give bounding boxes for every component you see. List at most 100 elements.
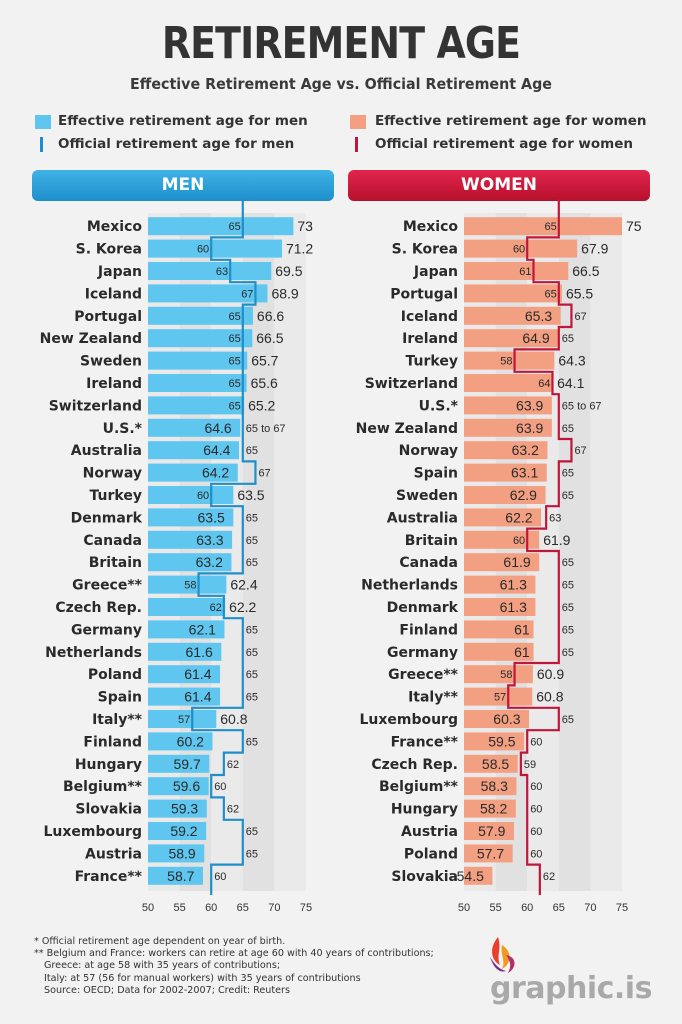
men-category-label: Italy** (92, 712, 143, 728)
women-official-value: 65 (562, 580, 574, 592)
women-effective-value: 58.2 (480, 801, 507, 817)
men-category-label: Netherlands (45, 645, 142, 661)
men-effective-value: 65.6 (251, 375, 278, 391)
men-bar (148, 441, 240, 460)
women-band (590, 213, 622, 891)
women-bar (464, 822, 514, 840)
men-effective-value: 62.2 (229, 599, 256, 615)
women-effective-value: 62.9 (510, 487, 537, 503)
men-official-value: 57 (178, 714, 190, 726)
footnote-3: Greece: at age 58 with 35 years of contr… (44, 960, 281, 972)
women-category-label: Britain (405, 533, 458, 549)
women-official-value: 60 (513, 244, 525, 256)
legend-women-official: Official retirement age for women (375, 136, 634, 152)
men-category-label: Iceland (85, 286, 142, 302)
men-official-value: 62 (227, 804, 239, 816)
men-bar (148, 351, 248, 370)
women-bar (464, 620, 534, 639)
men-bar (148, 710, 217, 728)
men-bar (148, 844, 205, 863)
men-effective-value: 64.6 (204, 420, 231, 436)
men-official-value: 60 (197, 244, 209, 256)
men-category-label: Norway (83, 466, 142, 482)
men-official-value: 58 (184, 580, 196, 592)
women-category-label: Sweden (396, 488, 458, 504)
women-official-value: 58 (500, 669, 512, 681)
women-category-label: Canada (399, 555, 458, 571)
men-effective-value: 66.6 (257, 308, 284, 324)
men-category-label: Ireland (86, 376, 142, 392)
men-category-label: Switzerland (49, 398, 142, 414)
women-category-label: Greece** (388, 667, 459, 683)
men-tick-label: 50 (142, 902, 154, 914)
men-bar (148, 553, 232, 572)
women-official-value: 60 (530, 736, 542, 748)
men-band (211, 213, 243, 891)
women-category-label: Ireland (402, 331, 458, 347)
men-official-value: 62 (227, 759, 239, 771)
men-bar (148, 329, 253, 348)
women-effective-value: 57.9 (478, 823, 505, 839)
women-category-label: Netherlands (361, 578, 458, 594)
women-category-label: Germany (387, 645, 458, 661)
men-official-value: 65 (229, 378, 241, 390)
men-category-label: Sweden (80, 354, 142, 370)
women-official-value: 64 (538, 378, 550, 390)
men-effective-value: 58.7 (167, 868, 194, 884)
women-tick-label: 55 (489, 902, 501, 914)
women-official-value: 65 (562, 647, 574, 659)
men-effective-value: 59.2 (170, 823, 197, 839)
footnote-5: Source: OECD; Data for 2002-2007; Credit… (44, 984, 290, 996)
men-bar (148, 284, 268, 303)
women-bar (464, 687, 533, 706)
men-bar (148, 799, 207, 818)
men-category-label: Finland (83, 734, 142, 750)
men-bar (148, 486, 234, 504)
legend-women-effective: Effective retirement age for women (375, 113, 647, 129)
women-official-value: 60 (513, 535, 525, 547)
women-effective-value: 61.3 (500, 599, 527, 615)
men-bar (148, 239, 282, 258)
men-category-label: Luxembourg (43, 824, 142, 840)
women-bar (464, 418, 552, 437)
women-category-label: Poland (404, 846, 458, 862)
women-effective-value: 62.2 (505, 509, 532, 525)
men-bar (148, 575, 227, 594)
men-effective-value: 64.2 (202, 465, 229, 481)
men-bar (148, 217, 294, 236)
legend-women-official-tick (355, 137, 358, 152)
women-bar (464, 284, 562, 303)
men-effective-value: 73 (297, 218, 313, 234)
men-official-line (191, 199, 257, 895)
men-category-label: Germany (71, 622, 142, 638)
men-category-label: Czech Rep. (55, 600, 142, 616)
men-category-label: New Zealand (40, 331, 142, 347)
women-official-value: 65 (545, 288, 557, 300)
women-category-label: Hungary (391, 802, 458, 818)
women-effective-value: 59.5 (488, 733, 515, 749)
men-category-label: Australia (71, 443, 142, 459)
men-official-value: 65 (229, 400, 241, 412)
women-official-value: 65 (562, 490, 574, 502)
men-official-value: 60 (214, 781, 226, 793)
men-official-value: 65 (246, 647, 258, 659)
men-category-label: Turkey (90, 488, 142, 504)
men-effective-value: 68.9 (271, 285, 298, 301)
legend-men-effective-swatch (35, 115, 51, 129)
women-official-value: 67 (574, 311, 586, 323)
men-effective-value: 61.4 (184, 666, 211, 682)
page-title: RETIREMENT AGE (161, 18, 521, 69)
men-bar (148, 642, 222, 661)
women-effective-value: 61.3 (500, 577, 527, 593)
men-band (274, 213, 306, 891)
women-category-label: France** (391, 734, 459, 750)
men-official-value: 65 (229, 311, 241, 323)
women-bar (464, 463, 547, 482)
women-effective-value: 65.3 (525, 308, 552, 324)
women-official-value: 65 (545, 221, 557, 233)
men-tick-label: 55 (173, 902, 185, 914)
men-tick-label: 75 (300, 902, 312, 914)
women-effective-value: 63.1 (511, 465, 538, 481)
footnote-4: Italy: at 57 (56 for manual workers) wit… (44, 972, 361, 984)
women-bar (464, 530, 540, 549)
